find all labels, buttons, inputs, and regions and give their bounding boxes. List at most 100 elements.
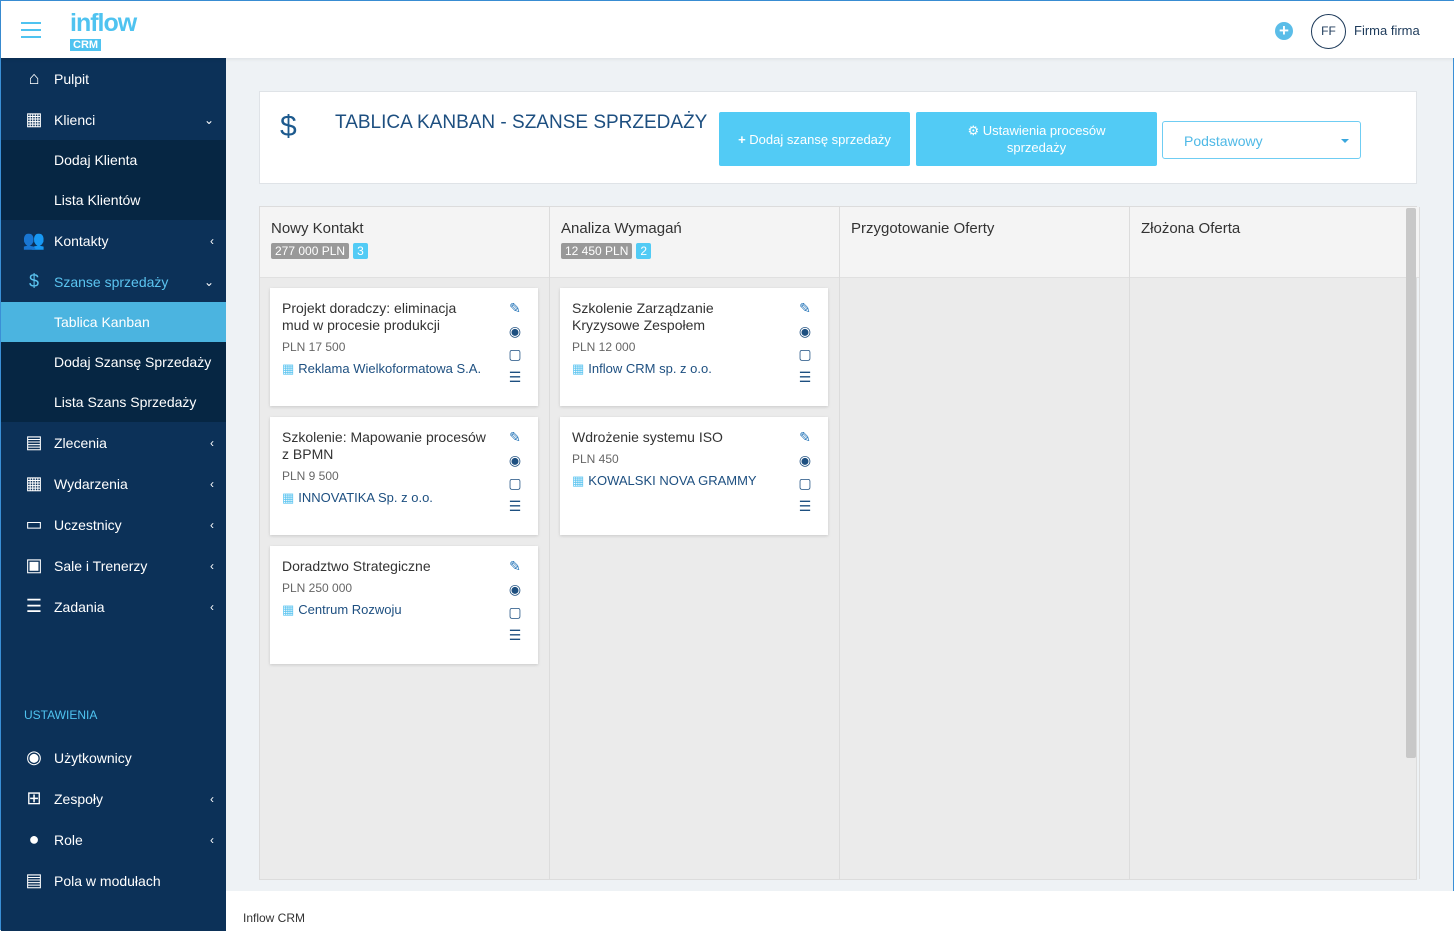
caret-down-icon: [1341, 139, 1349, 143]
column-name: Złożona Oferta: [1141, 220, 1241, 237]
building-icon: ▦: [282, 490, 295, 505]
card-value: PLN 450: [572, 452, 619, 466]
opportunity-card[interactable]: Szkolenie Zarządzanie Kryzysowe Zespołem…: [560, 288, 828, 406]
add-opportunity-button[interactable]: + Dodaj szansę sprzedaży: [719, 112, 910, 166]
edit-icon[interactable]: ✎: [799, 429, 811, 445]
opportunity-card[interactable]: Szkolenie: Mapowanie procesów z BPMN PLN…: [270, 417, 538, 535]
chevron-left-icon: ‹: [210, 558, 214, 573]
user-circle-icon: ◉: [26, 747, 42, 767]
sidebar-item-uczestnicy[interactable]: ▭ Uczestnicy ‹: [1, 504, 226, 545]
sidebar-item-label: Pola w modułach: [54, 872, 161, 889]
note-icon[interactable]: ▢: [798, 346, 812, 362]
note-icon[interactable]: ▢: [798, 475, 812, 491]
sidebar-item-lista-szans-sprzedaży[interactable]: Lista Szans Sprzedaży: [1, 382, 226, 422]
checklist-icon[interactable]: ☰: [508, 369, 522, 385]
column-name: Analiza Wymagań: [561, 220, 682, 237]
note-icon[interactable]: ▢: [508, 346, 522, 362]
card-title: Szkolenie Zarządzanie Kryzysowe Zespołem: [572, 300, 714, 333]
card-value: PLN 9 500: [282, 469, 339, 483]
logo[interactable]: inflow CRM: [70, 9, 137, 51]
sidebar-item-sale-i-trenerzy[interactable]: ▣ Sale i Trenerzy ‹: [1, 545, 226, 586]
sidebar-item-klienci[interactable]: ▦ Klienci ⌄: [1, 99, 226, 140]
card-company-link[interactable]: ▦ KOWALSKI NOVA GRAMMY: [572, 473, 757, 488]
edit-icon[interactable]: ✎: [509, 558, 521, 574]
chevron-left-icon: ‹: [210, 599, 214, 614]
column-name: Przygotowanie Oferty: [851, 220, 995, 237]
checklist-icon[interactable]: ☰: [508, 498, 522, 514]
eye-icon[interactable]: ◉: [508, 581, 522, 597]
card-company-link[interactable]: ▦ Inflow CRM sp. z o.o.: [572, 361, 712, 376]
scrollbar[interactable]: [1406, 208, 1416, 758]
edit-icon[interactable]: ✎: [509, 300, 521, 316]
column-count-badge: 2: [636, 243, 652, 259]
sidebar-item-szanse-sprzedaży[interactable]: $ Szanse sprzedaży ⌄: [1, 261, 226, 302]
building-icon: ▦: [282, 361, 295, 376]
sidebar-item-label: Klienci: [54, 111, 96, 128]
building-icon: ▦: [572, 473, 585, 488]
plus-circle-icon[interactable]: +: [1275, 22, 1293, 40]
user-name[interactable]: Firma firma: [1354, 23, 1420, 38]
chevron-left-icon: ‹: [210, 832, 214, 847]
opportunity-card[interactable]: Wdrożenie systemu ISO PLN 450 ▦ KOWALSKI …: [560, 417, 828, 535]
sidebar-item-label: Szanse sprzedaży: [54, 273, 169, 290]
kanban-column: Nowy Kontakt 277 000 PLN 3 Projekt doradcz…: [260, 207, 550, 879]
eye-icon[interactable]: ◉: [798, 323, 812, 339]
sidebar-item-tablica-kanban[interactable]: Tablica Kanban: [1, 302, 226, 342]
card-title: Doradztwo Strategiczne: [282, 558, 431, 574]
eye-icon[interactable]: ◉: [798, 452, 812, 468]
sidebar-item-zadania[interactable]: ☰ Zadania ‹: [1, 586, 226, 627]
process-settings-button[interactable]: ⚙ Ustawienia procesów sprzedaży: [916, 112, 1157, 166]
sidebar-item-zespoły[interactable]: ⊞ Zespoły ‹: [1, 778, 226, 819]
kanban-column: Złożona Oferta: [1130, 207, 1420, 879]
sidebar-item-lista-klientów[interactable]: Lista Klientów: [1, 180, 226, 220]
checklist-icon[interactable]: ☰: [798, 369, 812, 385]
sitemap-icon: ⊞: [26, 788, 42, 808]
chevron-down-icon: ⌄: [203, 274, 214, 289]
sidebar-item-label: Kontakty: [54, 232, 109, 249]
eye-icon[interactable]: ◉: [508, 323, 522, 339]
kanban-column: Przygotowanie Oferty: [840, 207, 1130, 879]
note-icon[interactable]: ▢: [508, 604, 522, 620]
column-header: Analiza Wymagań 12 450 PLN 2: [550, 207, 839, 278]
opportunity-card[interactable]: Doradztwo Strategiczne PLN 250 000 ▦ Cent…: [270, 546, 538, 664]
avatar[interactable]: FF: [1311, 14, 1346, 49]
sidebar-item-label: Pulpit: [54, 70, 90, 87]
sidebar-item-użytkownicy[interactable]: ◉ Użytkownicy: [1, 737, 226, 778]
chevron-left-icon: ‹: [210, 435, 214, 450]
process-select[interactable]: Podstawowy: [1162, 121, 1361, 159]
sidebar-item-zlecenia[interactable]: ▤ Zlecenia ‹: [1, 422, 226, 463]
card-title: Projekt doradczy: eliminacja mud w proce…: [282, 300, 457, 333]
card-company-link[interactable]: ▦ Centrum Rozwoju: [282, 602, 402, 617]
column-name: Nowy Kontakt: [271, 220, 364, 237]
form-icon: ▤: [25, 870, 43, 890]
sidebar-item-pola-w-modułach[interactable]: ▤ Pola w modułach: [1, 860, 226, 901]
card-company-link[interactable]: ▦ INNOVATIKA Sp. z o.o.: [282, 490, 433, 505]
sidebar-item-label: Wydarzenia: [54, 475, 128, 492]
page-header: $ TABLICA KANBAN - SZANSE SPRZEDAŻY + Do…: [259, 91, 1417, 184]
sidebar-item-dodaj-szansę-sprzedaży[interactable]: Dodaj Szansę Sprzedaży: [1, 342, 226, 382]
eye-icon[interactable]: ◉: [508, 452, 522, 468]
chevron-left-icon: ‹: [210, 476, 214, 491]
building-icon: ▦: [572, 361, 585, 376]
sidebar-item-wydarzenia[interactable]: ▦ Wydarzenia ‹: [1, 463, 226, 504]
kanban-column: Analiza Wymagań 12 450 PLN 2 Szkolenie Zar…: [550, 207, 840, 879]
note-icon[interactable]: ▢: [508, 475, 522, 491]
sidebar-item-label: Zadania: [54, 598, 105, 615]
sidebar-item-kontakty[interactable]: 👥 Kontakty ‹: [1, 220, 226, 261]
settings-heading: USTAWIENIA: [24, 708, 98, 722]
building-icon: ▦: [25, 109, 43, 129]
checklist-icon[interactable]: ☰: [508, 627, 522, 643]
card-company-link[interactable]: ▦ Reklama Wielkoformatowa S.A.: [282, 361, 482, 376]
sidebar-item-pulpit[interactable]: ⌂ Pulpit: [1, 58, 226, 99]
sidebar-item-role[interactable]: ● Role ‹: [1, 819, 226, 860]
column-count-badge: 3: [353, 243, 368, 259]
card-value: PLN 17 500: [282, 340, 346, 354]
sidebar-item-dodaj-klienta[interactable]: Dodaj Klienta: [1, 140, 226, 180]
hamburger-menu-icon[interactable]: [21, 22, 41, 38]
tasks-icon: ☰: [25, 596, 43, 616]
checklist-icon[interactable]: ☰: [798, 498, 812, 514]
edit-icon[interactable]: ✎: [509, 429, 521, 445]
column-sum-badge: 277 000 PLN: [271, 243, 350, 259]
opportunity-card[interactable]: Projekt doradczy: eliminacja mud w proce…: [270, 288, 538, 406]
edit-icon[interactable]: ✎: [799, 300, 811, 316]
